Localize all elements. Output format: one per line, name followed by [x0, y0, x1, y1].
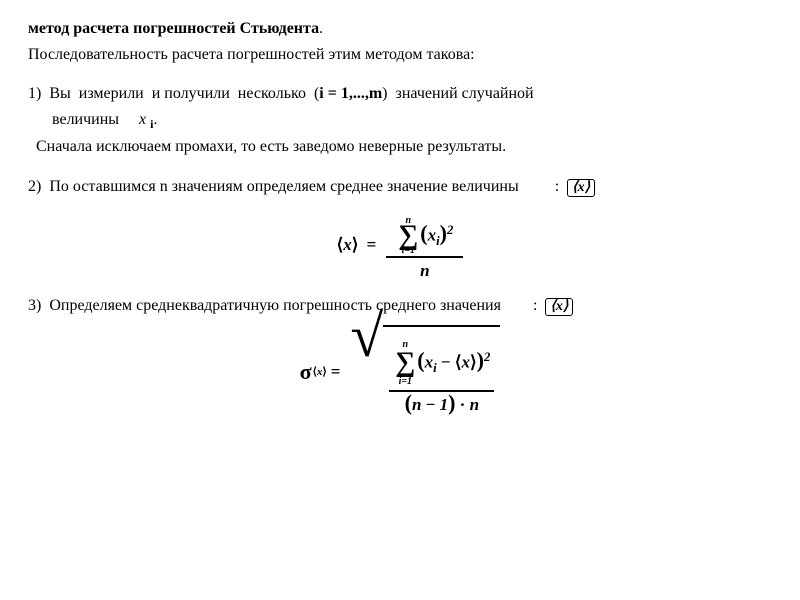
f1-term: (xi)2: [420, 222, 453, 250]
item3-line: 3) Определяем среднеквадратичную погрешн…: [28, 295, 772, 317]
spacer-2: [28, 162, 772, 176]
item1-line2: величины x i.: [28, 109, 772, 132]
title-period: .: [319, 20, 323, 37]
f1-sumrow: n ∑ i=1 (xi)2: [396, 218, 453, 254]
item1-label: величины: [28, 111, 139, 128]
f1-frac: n ∑ i=1 (xi)2 n: [386, 205, 463, 285]
f2-sigma-sym: ∑: [395, 351, 415, 375]
f2-avg-close: ⟩: [470, 353, 477, 372]
f2-den-close: ): [448, 390, 455, 415]
f2-sqrt: √ n ∑ i=1 (xi − ⟨x⟩)2: [350, 325, 500, 420]
f2-sigma: σ: [300, 357, 312, 387]
title-line: метод расчета погрешностей Стьюдента.: [28, 18, 772, 40]
f2-lhs: σ⟨x⟩ =: [300, 357, 345, 387]
f2-den-n2: n: [470, 395, 479, 414]
intro-text: Последовательность расчета погрешностей …: [28, 46, 475, 63]
angle-x-glyph-2: x: [556, 299, 563, 314]
f2-eq: =: [331, 361, 341, 384]
formula1-wrap: ⟨x⟩ = n ∑ i=1 (xi)2 n: [28, 205, 772, 285]
formula1: ⟨x⟩ = n ∑ i=1 (xi)2 n: [337, 205, 464, 285]
f2-den-dot: ·: [460, 395, 466, 414]
sigma-icon-2: n ∑ i=1: [395, 338, 415, 389]
f1-close: ⟩: [352, 235, 359, 254]
f1-eq: =: [367, 235, 377, 254]
formula2: σ⟨x⟩ = √ n ∑ i=1 (xi − ⟨x⟩)2: [300, 325, 501, 420]
f1-denom: n: [410, 258, 439, 285]
f2-sub: ⟨x⟩: [313, 365, 327, 380]
item3-text: 3) Определяем среднеквадратичную погрешн…: [28, 295, 537, 317]
item1-line1: 1) Вы измерили и получили несколько (i =…: [28, 83, 772, 105]
f1-lhs: ⟨x⟩ =: [337, 234, 381, 257]
f2-sub-close: ⟩: [322, 366, 326, 378]
spacer-1: [28, 69, 772, 83]
f1-term-open: (: [420, 221, 427, 246]
item2-line: 2) По оставшимся n значениям определяем …: [28, 176, 772, 198]
f1-x: x: [343, 235, 352, 254]
formula2-wrap: σ⟨x⟩ = √ n ∑ i=1 (xi − ⟨x⟩)2: [28, 325, 772, 420]
f1-term-pow: 2: [447, 223, 453, 237]
f2-diff-close: ): [477, 348, 484, 373]
item2-text: 2) По оставшимся n значениям определяем …: [28, 176, 559, 198]
item1-bold: i = 1,...,m: [319, 85, 382, 102]
f2-pow: 2: [484, 350, 490, 364]
f2-den-1: 1: [440, 395, 449, 414]
angle-x-icon-2: ⟨x⟩: [545, 298, 573, 316]
angle-x-glyph: x: [578, 180, 585, 195]
f2-radicand: n ∑ i=1 (xi − ⟨x⟩)2 (n − 1) · n: [383, 325, 500, 420]
f1-term-x: x: [428, 226, 437, 245]
f1-sum-lower: i=1: [402, 248, 415, 254]
intro-line: Последовательность расчета погрешностей …: [28, 44, 772, 66]
item1-p2: ) значений случайной: [382, 85, 533, 102]
f2-den-minus: −: [426, 395, 436, 414]
angle-x-icon: ⟨x⟩: [567, 179, 595, 197]
f2-den-open: (: [405, 390, 412, 415]
sigma-icon: n ∑ i=1: [398, 218, 418, 254]
f2-sumrow: n ∑ i=1 (xi − ⟨x⟩)2: [393, 338, 490, 389]
title-bold: метод расчета погрешностей Стьюдента: [28, 20, 319, 37]
f2-denom: (n − 1) · n: [401, 392, 483, 419]
item1-p1: 1) Вы измерили и получили несколько (: [28, 85, 319, 102]
f1-numer: n ∑ i=1 (xi)2: [386, 205, 463, 256]
item1-x: x: [139, 111, 146, 128]
item1-note: Сначала исключаем промахи, то есть завед…: [28, 136, 772, 158]
f2-den-n: n: [412, 395, 421, 414]
item1-dot: .: [153, 111, 157, 128]
f2-sum-lower: i=1: [399, 375, 412, 389]
f2-xi-i: i: [433, 361, 437, 375]
sqrt-icon: √: [350, 321, 383, 416]
f2-term: (xi − ⟨x⟩)2: [417, 349, 490, 377]
f2-diff-open: (: [417, 348, 424, 373]
f2-minus: −: [441, 353, 451, 372]
f2-xi-x: x: [425, 353, 434, 372]
f2-avg-open: ⟨: [455, 353, 462, 372]
f2-numer: n ∑ i=1 (xi − ⟨x⟩)2: [389, 329, 494, 391]
item1-note-text: Сначала исключаем промахи, то есть завед…: [28, 138, 506, 155]
f2-avg-x: x: [462, 353, 471, 372]
f1-term-close: ): [440, 221, 447, 246]
